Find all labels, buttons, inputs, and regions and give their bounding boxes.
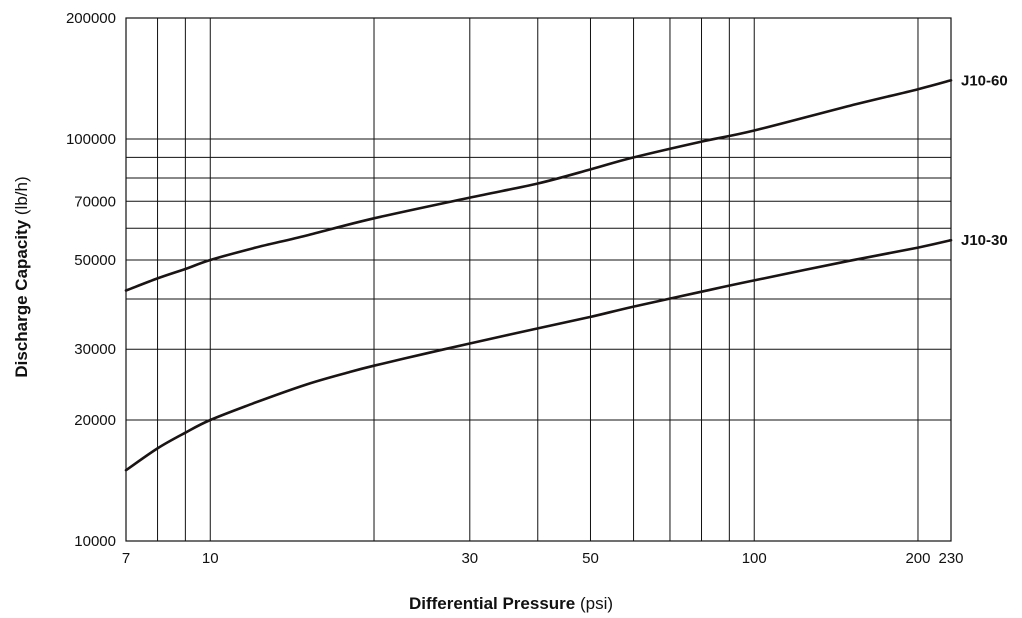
series-labels: J10-60 J10-30 <box>961 72 1008 249</box>
y-tick-label: 70000 <box>74 193 116 210</box>
y-tick-label: 20000 <box>74 412 116 429</box>
x-axis-title-main: Differential Pressure <box>408 594 576 613</box>
y-tick-label: 50000 <box>74 252 116 269</box>
plot-frame <box>125 17 952 542</box>
y-tick-label: 10000 <box>74 533 116 550</box>
y-tick-label: 200000 <box>66 10 116 27</box>
x-tick-label: 230 <box>938 550 963 567</box>
y-tick-label: 100000 <box>66 131 116 148</box>
series-line-j10-30 <box>124 238 953 472</box>
x-tick-label: 100 <box>742 550 767 567</box>
grid-lines <box>126 18 951 541</box>
series-label-j10-60: J10-60 <box>961 72 1008 89</box>
y-axis-title-unit: (lb/h) <box>12 176 31 216</box>
x-tick-label: 50 <box>582 550 599 567</box>
series-label-j10-30: J10-30 <box>961 232 1008 249</box>
series-lines <box>124 79 953 472</box>
x-tick-label: 10 <box>202 550 219 567</box>
y-axis-title: Discharge Capacity (lb/h) <box>12 176 32 377</box>
tick-labels: 7 10 30 50 100 200 230 10000 20000 30000 50000 7000… <box>66 10 964 567</box>
y-tick-label: 30000 <box>74 341 116 358</box>
x-tick-label: 30 <box>461 550 478 567</box>
y-axis-title-main: Discharge Capacity <box>12 219 31 378</box>
x-axis-title: Differential Pressure (psi) <box>0 594 1022 614</box>
x-tick-label: 200 <box>905 550 930 567</box>
x-axis-title-unit: (psi) <box>579 594 614 613</box>
x-tick-label: 7 <box>122 550 130 567</box>
series-line-j10-60 <box>124 79 953 292</box>
